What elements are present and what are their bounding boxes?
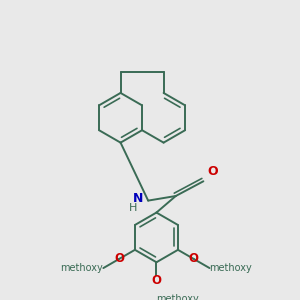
Text: O: O: [189, 252, 199, 266]
Text: methoxy: methoxy: [156, 294, 199, 300]
Text: methoxy: methoxy: [61, 263, 104, 273]
Text: O: O: [114, 252, 124, 266]
Text: O: O: [152, 274, 161, 287]
Text: methoxy: methoxy: [209, 263, 252, 273]
Text: H: H: [129, 203, 137, 213]
Text: N: N: [133, 192, 144, 205]
Text: O: O: [207, 165, 218, 178]
